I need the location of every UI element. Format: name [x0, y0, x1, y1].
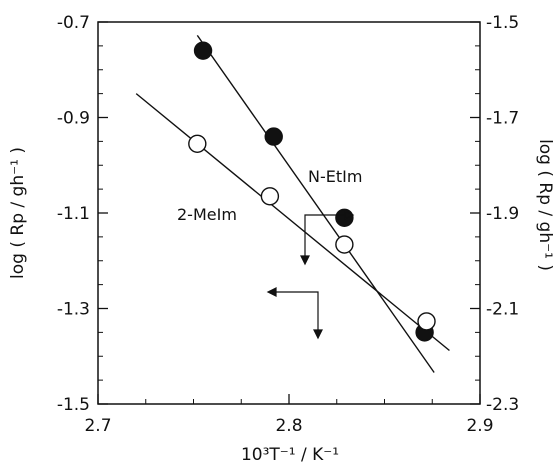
plot-frame — [97, 21, 481, 405]
data-point-n-etim — [335, 208, 354, 227]
data-point-2-meim — [188, 134, 207, 153]
y-left-tick-label: -1.3 — [57, 300, 90, 320]
y-axis-label-left: log ( Rp / gh⁻¹ ) — [8, 147, 28, 279]
data-point-2-meim — [335, 235, 354, 254]
fit-line-n-etim — [196, 34, 435, 373]
y-right-tick-label: -1.9 — [486, 204, 519, 224]
y-right-tick-label: -1.7 — [486, 109, 519, 129]
x-tick-label: 2.8 — [275, 416, 302, 436]
x-tick-label: 2.9 — [466, 416, 493, 436]
series-label-n-etim: N-EtIm — [308, 167, 362, 186]
tick-labels: 2.7 2.8 2.9 -0.7 -0.9 -1.1 -1.3 -1.5 -1.5 -1.7 -1.… — [57, 13, 519, 436]
x-axis-label: 10³T⁻¹ / K⁻¹ — [241, 445, 339, 465]
y-left-tick-label: -1.1 — [57, 204, 90, 224]
me-im-axis-arrow — [266, 287, 323, 340]
ticks — [97, 21, 481, 405]
data-point-2-meim — [417, 312, 436, 331]
x-tick-label: 2.7 — [84, 416, 111, 436]
y-right-tick-label: -2.1 — [486, 300, 519, 320]
fit-lines — [135, 34, 450, 373]
data-point-2-meim — [260, 187, 280, 206]
y-left-tick-label: -0.7 — [57, 13, 90, 33]
markers — [188, 41, 436, 342]
data-point-n-etim — [264, 127, 283, 146]
y-left-tick-label: -1.5 — [57, 395, 90, 415]
y-right-tick-label: -1.5 — [486, 13, 519, 33]
y-left-tick-label: -0.9 — [57, 109, 90, 129]
n-etim-axis-arrow — [300, 210, 355, 266]
series-label-2-meim: 2-MeIm — [177, 205, 237, 224]
y-right-tick-label: -2.3 — [486, 395, 519, 415]
y-axis-label-right: log ( Rp / gh⁻¹ ) — [535, 139, 554, 271]
fit-line-2-meim — [135, 93, 450, 352]
data-point-n-etim — [193, 41, 213, 60]
